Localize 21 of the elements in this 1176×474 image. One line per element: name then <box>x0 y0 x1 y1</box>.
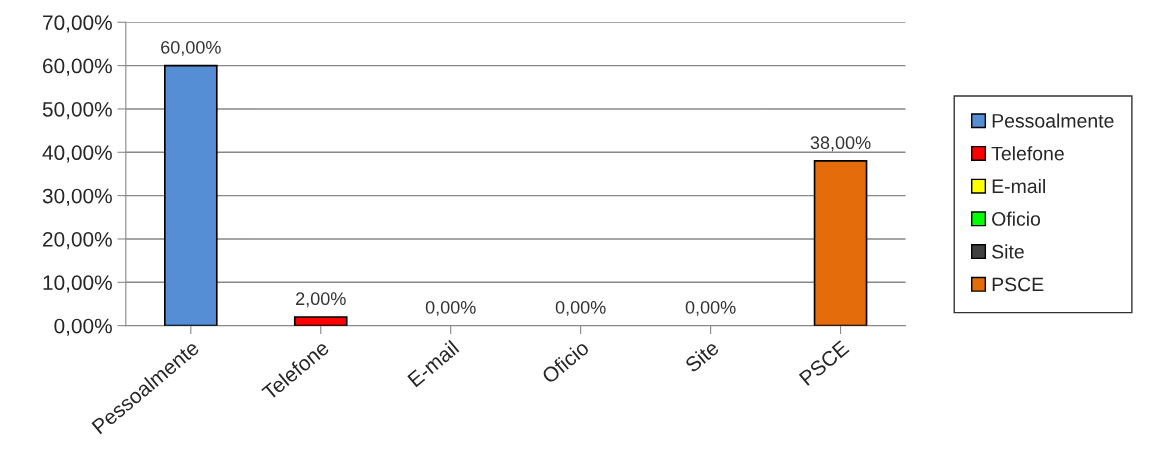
data-label: 60,00% <box>161 40 221 56</box>
legend-label: Oficio <box>992 211 1041 226</box>
y-tick-label: 0,00% <box>54 318 112 336</box>
y-tick-label: 50,00% <box>42 101 112 120</box>
y-tick-label: 40,00% <box>42 145 112 163</box>
legend-label: PSCE <box>992 277 1044 292</box>
y-tick-label: 20,00% <box>43 231 112 250</box>
legend-label: Pessoalmente <box>992 113 1114 128</box>
data-label: 38,00% <box>810 136 871 152</box>
data-label: 0,00% <box>425 300 476 316</box>
data-label: 0,00% <box>685 300 736 316</box>
data-label: 0,00% <box>555 300 606 316</box>
legend-label: Site <box>992 244 1024 259</box>
legend-label: E-mail <box>992 178 1045 194</box>
legend-label: Telefone <box>991 146 1064 161</box>
data-label: 2,00% <box>296 292 346 308</box>
y-tick-label: 70,00% <box>43 15 112 33</box>
y-tick-label: 10,00% <box>43 275 112 293</box>
y-tick-label: 30,00% <box>42 188 112 206</box>
x-tick-label: Site <box>683 339 720 374</box>
y-tick-label: 60,00% <box>43 58 112 76</box>
